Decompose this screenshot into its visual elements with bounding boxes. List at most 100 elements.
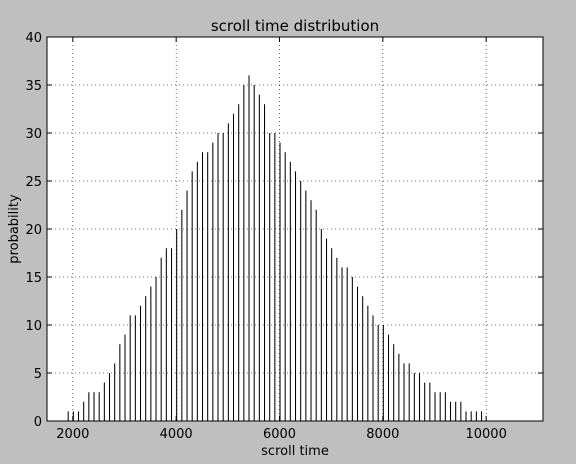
histogram-bar bbox=[408, 363, 410, 421]
histogram-bar bbox=[181, 209, 183, 421]
histogram-bar bbox=[315, 209, 317, 421]
histogram-bar bbox=[403, 363, 405, 421]
histogram-bar bbox=[98, 392, 100, 421]
histogram-bar bbox=[460, 401, 462, 421]
histogram-bar bbox=[434, 392, 436, 421]
histogram-bar bbox=[341, 267, 343, 421]
histogram-bar bbox=[227, 123, 229, 422]
histogram-bar bbox=[362, 296, 364, 421]
histogram-bar bbox=[455, 401, 457, 421]
x-axis-label: scroll time bbox=[261, 444, 329, 459]
histogram-bar bbox=[145, 296, 147, 421]
histogram-bar bbox=[160, 257, 162, 421]
histogram-bar bbox=[124, 334, 126, 421]
histogram-bar bbox=[444, 392, 446, 421]
histogram-bars bbox=[67, 75, 483, 422]
histogram-bar bbox=[295, 171, 297, 421]
y-tick-label: 30 bbox=[25, 127, 42, 142]
histogram-bar bbox=[429, 382, 431, 421]
histogram-bar bbox=[346, 267, 348, 421]
histogram-bar bbox=[398, 353, 400, 421]
histogram-bar bbox=[264, 104, 266, 421]
histogram-bar bbox=[305, 190, 307, 421]
y-tick-label: 35 bbox=[25, 79, 42, 94]
y-tick-label: 10 bbox=[25, 319, 42, 334]
y-tick-label: 5 bbox=[34, 367, 42, 382]
histogram-bar bbox=[284, 152, 286, 421]
x-tick-label: 8000 bbox=[366, 427, 399, 442]
y-tick-label: 40 bbox=[25, 31, 42, 46]
histogram-bar bbox=[326, 238, 328, 421]
histogram-bar bbox=[481, 411, 483, 421]
histogram-bar bbox=[310, 200, 312, 421]
histogram-bar bbox=[377, 325, 379, 421]
histogram-bar bbox=[191, 171, 193, 421]
histogram-bar bbox=[202, 152, 204, 421]
histogram-bar bbox=[88, 392, 90, 421]
histogram-bar bbox=[212, 142, 214, 421]
histogram-bar bbox=[258, 94, 260, 421]
histogram-bar bbox=[72, 411, 74, 421]
histogram-bar bbox=[465, 411, 467, 421]
histogram-bar bbox=[155, 277, 157, 421]
histogram-bar bbox=[372, 315, 374, 421]
histogram-bar bbox=[103, 382, 105, 421]
histogram-bar bbox=[78, 411, 80, 421]
histogram-bar bbox=[439, 392, 441, 421]
histogram-bar bbox=[279, 142, 281, 421]
x-tick-label: 2000 bbox=[56, 427, 89, 442]
y-tick-label: 0 bbox=[34, 415, 42, 430]
histogram-bar bbox=[475, 411, 477, 421]
chart-title: scroll time distribution bbox=[211, 17, 379, 35]
x-tick-label: 6000 bbox=[263, 427, 296, 442]
histogram-bar bbox=[67, 411, 69, 421]
histogram-bar bbox=[269, 133, 271, 421]
histogram-bar bbox=[367, 305, 369, 421]
histogram-bar bbox=[222, 133, 224, 421]
histogram-bar bbox=[388, 334, 390, 421]
histogram-bar bbox=[140, 305, 142, 421]
histogram-bar bbox=[393, 344, 395, 421]
histogram-bar bbox=[331, 248, 333, 421]
histogram-bar bbox=[357, 286, 359, 421]
histogram-bar bbox=[253, 85, 255, 421]
histogram-bar bbox=[186, 190, 188, 421]
y-axis-label: probability bbox=[7, 194, 22, 264]
histogram-bar bbox=[176, 229, 178, 421]
x-tick-label: 4000 bbox=[160, 427, 193, 442]
histogram-bar bbox=[424, 382, 426, 421]
histogram-bar bbox=[171, 248, 173, 421]
y-tick-label: 25 bbox=[25, 175, 42, 190]
x-tick-label: 10000 bbox=[465, 427, 506, 442]
histogram-bar bbox=[238, 104, 240, 421]
histogram-bar bbox=[119, 344, 121, 421]
histogram-bar bbox=[114, 363, 116, 421]
histogram-bar bbox=[336, 257, 338, 421]
histogram-bar bbox=[134, 315, 136, 421]
histogram-bar bbox=[109, 373, 111, 421]
y-tick-label: 20 bbox=[25, 223, 42, 238]
histogram-bar bbox=[233, 113, 235, 422]
histogram-bar bbox=[382, 325, 384, 421]
histogram-bar bbox=[289, 161, 291, 422]
histogram-bar bbox=[470, 411, 472, 421]
y-tick-label: 15 bbox=[25, 271, 42, 286]
histogram-bar bbox=[150, 286, 152, 421]
histogram-bar bbox=[243, 85, 245, 421]
histogram-bar bbox=[320, 229, 322, 421]
histogram-bar bbox=[413, 373, 415, 421]
x-axis-ticks: 2000 4000 6000 8000 10000 bbox=[56, 37, 507, 442]
histogram-bar bbox=[419, 373, 421, 421]
histogram-bar bbox=[83, 401, 85, 421]
histogram-bar bbox=[165, 248, 167, 421]
histogram-bar bbox=[207, 152, 209, 421]
y-axis-ticks: 0 5 10 15 20 25 30 35 40 bbox=[25, 31, 543, 430]
histogram-bar bbox=[196, 161, 198, 422]
histogram-bar bbox=[450, 401, 452, 421]
histogram-bar bbox=[300, 181, 302, 421]
histogram-bar bbox=[248, 75, 250, 422]
histogram-bar bbox=[129, 315, 131, 421]
histogram-bar bbox=[351, 277, 353, 421]
histogram-bar bbox=[274, 133, 276, 421]
